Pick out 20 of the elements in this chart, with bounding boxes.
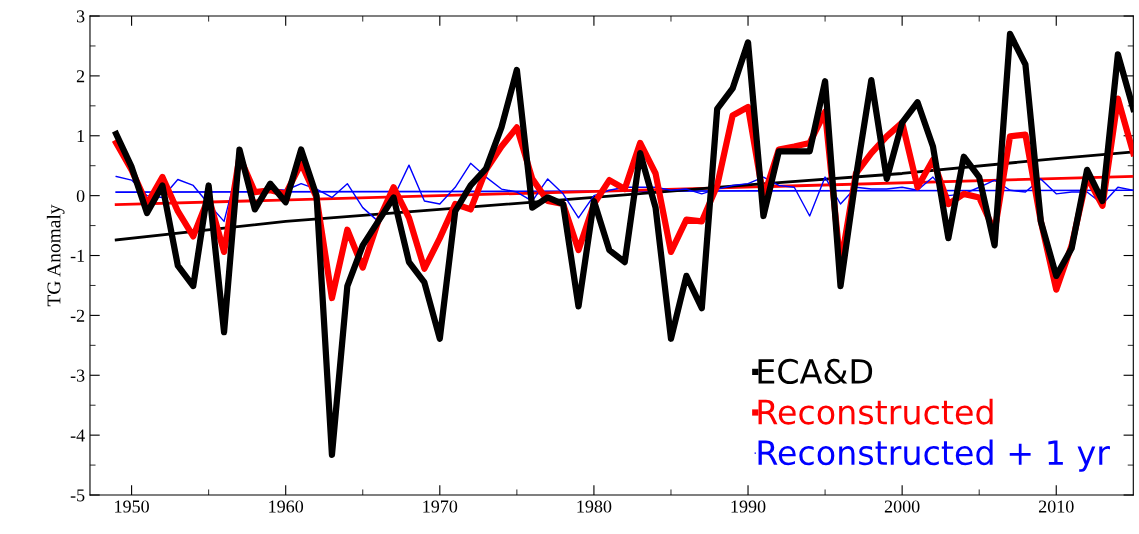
- y-axis-title: TG Anomaly: [46, 204, 65, 307]
- x-tick-label: 1970: [423, 500, 458, 513]
- y-tick-label: -3: [70, 369, 85, 382]
- legend-label: Reconstructed + 1 yr: [758, 439, 1110, 472]
- y-tick-label: 2: [76, 70, 85, 83]
- legend-label: Reconstructed: [758, 398, 993, 425]
- x-tick-label: 1990: [731, 500, 766, 513]
- x-tick-label: 1960: [269, 500, 304, 513]
- x-tick-label: 2000: [884, 500, 920, 513]
- y-tick-label: 3: [76, 10, 85, 23]
- y-tick-label: -2: [70, 309, 85, 322]
- legend-label: ECA&D: [758, 358, 873, 385]
- y-tick-label: 0: [76, 189, 85, 203]
- y-tick-label: 1: [77, 130, 85, 143]
- y-tick-label: -1: [70, 249, 85, 262]
- y-tick-label: -4: [70, 429, 85, 442]
- x-tick-label: 1980: [577, 500, 612, 513]
- x-tick-label: 1950: [115, 500, 149, 513]
- x-tick-label: 2010: [1038, 500, 1074, 513]
- y-tick-label: -5: [70, 489, 85, 502]
